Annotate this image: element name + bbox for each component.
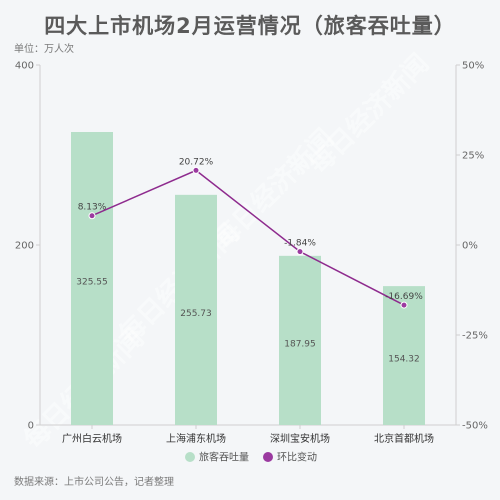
line-point-3: [400, 301, 408, 309]
bar-2: [279, 255, 321, 425]
left-tick-label: 200: [15, 241, 34, 252]
line-point-2: [296, 248, 304, 256]
line-value-label: -1.84%: [284, 239, 316, 249]
category-label: 上海浦东机场: [166, 432, 226, 445]
bar-1: [175, 194, 217, 425]
line-value-label: -16.69%: [385, 292, 423, 302]
category-label: 深圳宝安机场: [270, 432, 330, 445]
bar-value-label: 325.55: [76, 278, 108, 288]
left-tick-label: 400: [15, 61, 34, 72]
category-label: 北京首都机场: [374, 432, 434, 445]
line-series: [91, 169, 405, 306]
bar-0: [71, 132, 113, 425]
legend-bar-label: 旅客吞吐量: [199, 451, 249, 464]
line-point-0: [88, 212, 96, 220]
line-value-label: 8.13%: [78, 203, 107, 213]
legend-line-marker: [263, 452, 273, 462]
category-label: 广州白云机场: [62, 432, 122, 445]
right-tick-label: 25%: [462, 151, 484, 162]
watermark-text: 每日经济新闻: [303, 48, 435, 180]
right-tick-label: -25%: [462, 331, 488, 342]
bar-value-label: 255.73: [180, 309, 212, 319]
unit-label: 单位：万人次: [14, 44, 74, 55]
legend-bar-marker: [185, 452, 195, 462]
line-point-1: [192, 166, 200, 174]
bar-value-label: 187.95: [284, 339, 316, 349]
line-value-label: 20.72%: [179, 157, 214, 167]
bar-value-label: 154.32: [388, 355, 420, 365]
bar-3: [383, 286, 425, 425]
right-tick-label: 50%: [462, 61, 484, 72]
chart-title: 四大上市机场2月运营情况（旅客吞吐量）: [44, 14, 456, 38]
data-source: 数据来源：上市公司公告，记者整理: [14, 477, 174, 488]
left-tick-label: 0: [28, 421, 34, 432]
right-tick-label: 0%: [462, 241, 478, 252]
legend-line-label: 环比变动: [277, 451, 317, 464]
right-tick-label: -50%: [462, 421, 488, 432]
